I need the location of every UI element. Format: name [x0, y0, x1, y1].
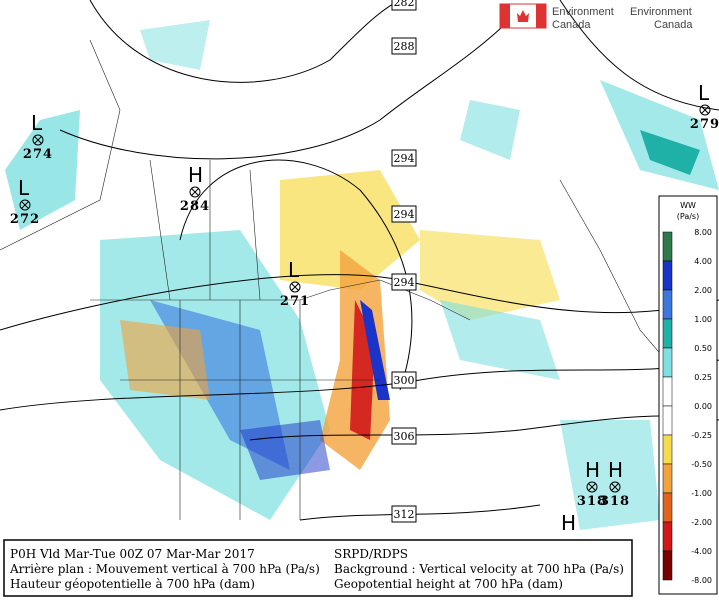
logo-text: Environment — [630, 6, 692, 18]
system-symbol: L — [288, 258, 300, 282]
legend-label: 0.50 — [694, 344, 712, 353]
system-center — [699, 104, 711, 116]
legend-swatch — [662, 347, 673, 378]
legend-swatch — [662, 376, 673, 407]
system-symbol: L — [698, 81, 710, 105]
legend-label: 4.00 — [694, 257, 712, 266]
system-value: 318 — [577, 494, 607, 509]
system-symbol: H — [561, 511, 576, 535]
logo-text: Canada — [552, 19, 591, 31]
system-value: 318 — [600, 494, 630, 509]
legend-title: (Pa/s) — [677, 212, 699, 221]
footer: P0H Vld Mar-Tue 00Z 07 Mar-Mar 2017 Arri… — [3, 539, 633, 597]
contour-label: 282 — [394, 0, 415, 9]
system-value: 279 — [690, 117, 719, 132]
system-value: 272 — [10, 212, 40, 227]
system-symbol: L — [18, 176, 30, 200]
contour-label-box — [391, 371, 417, 389]
contour-label: 306 — [394, 430, 415, 443]
footer-text: Hauteur géopotentielle à 700 hPa (dam) — [10, 577, 255, 591]
legend-swatch — [662, 492, 673, 523]
system-center — [32, 134, 44, 146]
legend-swatch — [662, 550, 673, 581]
system-center — [289, 281, 301, 293]
footer-text: Geopotential height at 700 hPa (dam) — [334, 577, 563, 591]
contour-label-box — [391, 427, 417, 445]
legend-label: -0.25 — [691, 431, 712, 440]
system-center — [586, 481, 598, 493]
contour-label: 294 — [394, 208, 415, 221]
contour-label: 294 — [394, 152, 415, 165]
system-center — [609, 481, 621, 493]
legend-swatch — [662, 463, 673, 494]
contour-label: 288 — [394, 40, 415, 53]
borders — [0, 39, 701, 520]
legend-swatch — [662, 260, 673, 291]
system-symbol: L — [31, 111, 43, 135]
legend-swatch — [662, 434, 673, 465]
legend-label: -1.00 — [691, 489, 712, 498]
legend-swatch — [662, 231, 673, 262]
legend-label: 8.00 — [694, 228, 712, 237]
system-value: 284 — [180, 199, 210, 214]
system-value: 271 — [280, 294, 310, 309]
system-cross — [21, 201, 29, 209]
logo-text: Environment — [552, 6, 614, 18]
legend-label: 0.25 — [694, 373, 712, 382]
legend-swatch — [662, 521, 673, 552]
system-symbol: H — [188, 163, 203, 187]
system-cross — [611, 483, 619, 491]
legend-title: WW — [680, 201, 696, 210]
contour-label-box — [391, 505, 417, 523]
legend-label: -0.50 — [691, 460, 712, 469]
system-cross — [34, 136, 42, 144]
legend-swatch — [662, 289, 673, 320]
system-center — [19, 199, 31, 211]
contour-label-box — [391, 273, 417, 291]
legend-label: -8.00 — [691, 576, 712, 585]
system-cross — [701, 106, 709, 114]
contour-label: 294 — [394, 276, 415, 289]
contour-label: 300 — [394, 374, 415, 387]
legend: WW (Pa/s) 8.00 4.00 2.00 1.00 0.50 0.25 0.00 -0.2… — [658, 195, 718, 595]
system-value: 274 — [23, 147, 53, 162]
legend-label: 2.00 — [694, 286, 712, 295]
logo-text: Canada — [654, 19, 693, 31]
footer-text: Arrière plan : Mouvement vertical à 700 … — [9, 562, 320, 576]
legend-label: -2.00 — [691, 518, 712, 527]
field-blobs — [5, 20, 719, 530]
legend-swatch — [662, 318, 673, 349]
system-center — [189, 186, 201, 198]
system-symbol: H — [585, 458, 600, 482]
footer-text: SRPD/RDPS — [334, 547, 408, 561]
contour-label-box — [391, 205, 417, 223]
logo: Environment Canada Environment Canada — [499, 3, 693, 31]
legend-label: 1.00 — [694, 315, 712, 324]
system-cross — [191, 188, 199, 196]
legend-label: -4.00 — [691, 547, 712, 556]
system-cross — [291, 283, 299, 291]
legend-label: 0.00 — [694, 402, 712, 411]
footer-text: P0H Vld Mar-Tue 00Z 07 Mar-Mar 2017 — [10, 547, 255, 561]
legend-swatch — [662, 405, 673, 436]
system-cross — [588, 483, 596, 491]
footer-text: Background : Vertical velocity at 700 hP… — [334, 562, 624, 576]
contour-labels: 282 288 294 294 294 300 306 312 — [391, 0, 417, 523]
system-symbol: H — [608, 458, 623, 482]
contour-label-box — [391, 149, 417, 167]
contour-label-box — [391, 37, 417, 55]
contour-label-box — [391, 0, 417, 11]
contour-label: 312 — [394, 508, 415, 521]
